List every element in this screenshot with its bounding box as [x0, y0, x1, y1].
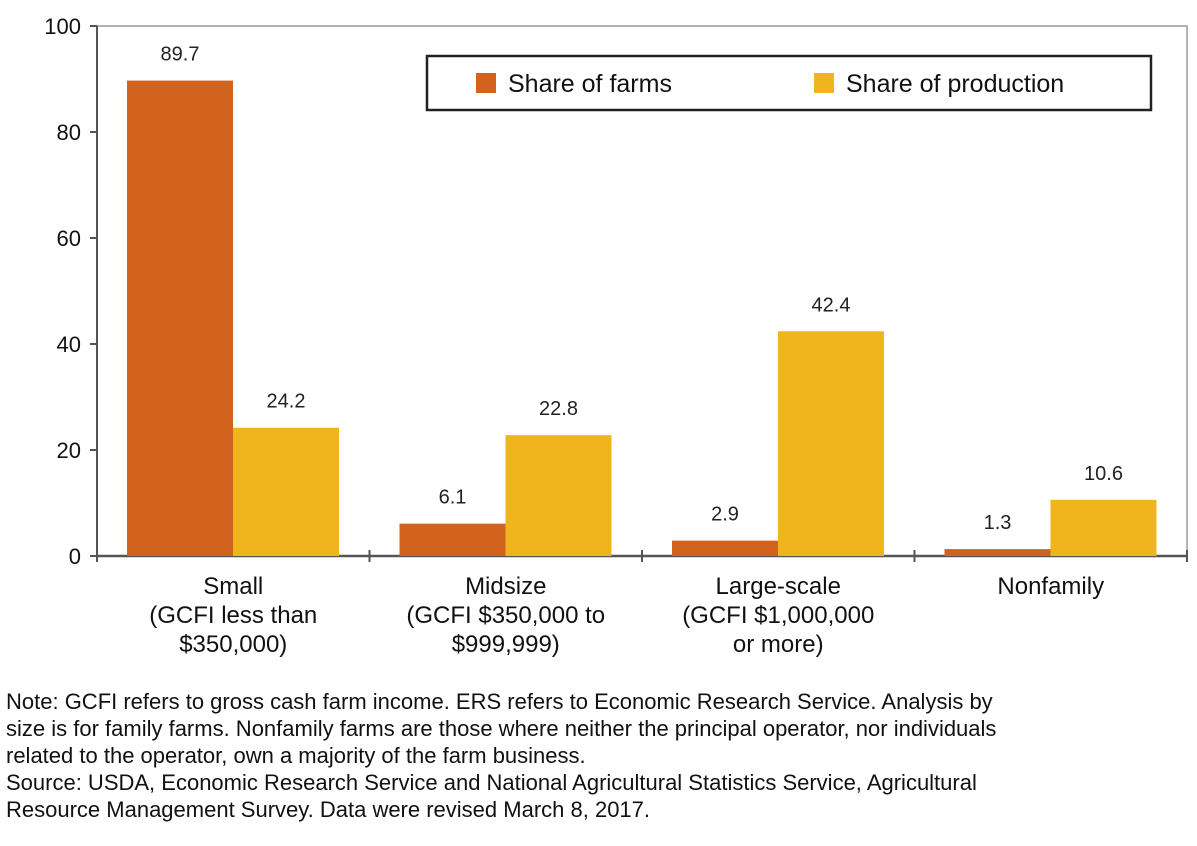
x-category-label: Small (GCFI less than $350,000) [113, 572, 353, 659]
source-line: Resource Management Survey. Data were re… [6, 797, 651, 822]
bar-value-label: 24.2 [267, 391, 306, 413]
bar-share-of-farms [944, 549, 1051, 556]
legend-label: Share of production [846, 70, 1064, 98]
y-tick-label: 0 [69, 544, 81, 569]
bar-value-label: 1.3 [984, 512, 1012, 534]
y-tick-label: 80 [57, 120, 81, 145]
source-line: Source: USDA, Economic Research Service … [6, 770, 977, 795]
note-line: Note: GCFI refers to gross cash farm inc… [6, 689, 993, 714]
legend: Share of farms Share of production [425, 54, 1153, 112]
bar-share-of-farms [672, 540, 778, 556]
x-category-label-line: $999,999) [451, 631, 560, 658]
y-tick-label: 60 [57, 226, 81, 251]
legend-box [425, 54, 1153, 112]
x-category-label-line: $350,000) [179, 631, 288, 658]
y-tick-label: 20 [57, 438, 81, 463]
x-category-label-line: Nonfamily [997, 573, 1105, 600]
bar-value-label: 6.1 [439, 487, 467, 509]
chart-notes: Note: GCFI refers to gross cash farm inc… [6, 688, 1196, 823]
bar-chart: 0 20 40 60 80 100 89.7 6.1 2.9 1.3 24.2 22.8 42.4 10… [44, 14, 1188, 569]
bar-value-label: 22.8 [539, 398, 578, 420]
y-tick-label: 100 [44, 14, 81, 39]
legend-swatch [814, 73, 834, 93]
x-category-label-line: Small [203, 573, 264, 600]
x-category-label-line: (GCFI $1,000,000 [682, 602, 875, 629]
y-axis: 0 20 40 60 80 100 [44, 14, 98, 569]
y-tick-label: 40 [57, 332, 81, 357]
x-category-label-line: (GCFI $350,000 to [406, 602, 606, 629]
bars [127, 80, 1157, 556]
note-line: related to the operator, own a majority … [6, 743, 586, 768]
bar-share-of-production [778, 331, 884, 556]
x-category-label-line: or more) [732, 631, 824, 658]
x-category-label: Large-scale (GCFI $1,000,000 or more) [658, 572, 898, 659]
bar-value-label: 2.9 [711, 504, 739, 526]
x-category-label: Midsize (GCFI $350,000 to $999,999) [386, 572, 626, 659]
legend-label: Share of farms [508, 70, 672, 98]
x-category-label: Nonfamily [931, 572, 1171, 601]
bar-value-label: 42.4 [812, 294, 851, 316]
bar-share-of-farms [399, 523, 506, 556]
bar-share-of-production [233, 427, 339, 556]
x-category-label-line: (GCFI less than [149, 602, 318, 629]
x-category-label-line: Large-scale [715, 573, 841, 600]
x-category-label-line: Midsize [465, 573, 547, 600]
bar-share-of-production [505, 435, 612, 556]
data-labels: 89.7 6.1 2.9 1.3 24.2 22.8 42.4 10.6 [161, 44, 1123, 535]
legend-swatch [476, 73, 496, 93]
note-line: size is for family farms. Nonfamily farm… [6, 716, 997, 741]
bar-value-label: 10.6 [1084, 463, 1123, 485]
bar-share-of-farms [127, 80, 233, 556]
bar-share-of-production [1050, 499, 1157, 556]
bar-value-label: 89.7 [161, 44, 200, 66]
